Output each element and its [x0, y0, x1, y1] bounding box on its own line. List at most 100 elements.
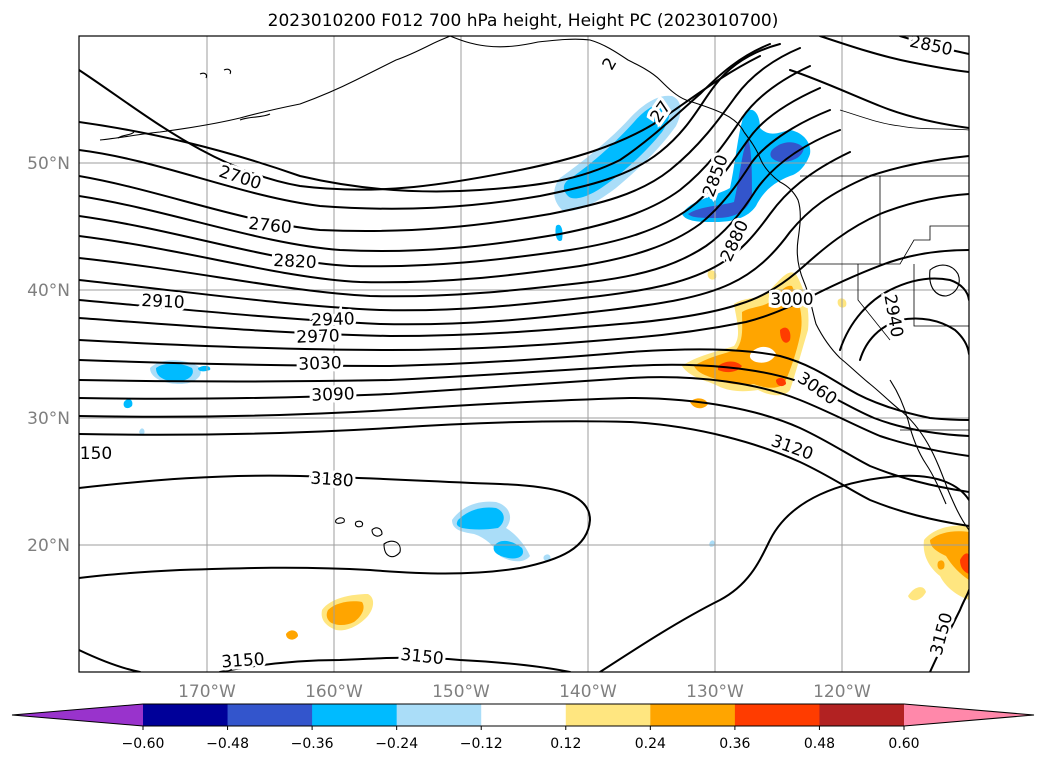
map-frame — [78, 35, 970, 673]
negative-anomaly-west-4 — [139, 428, 145, 435]
lat-tick-label: 20°N — [27, 536, 70, 556]
colorbar-segment — [396, 704, 482, 726]
west-coast-north-america — [743, 131, 969, 531]
negative-anomaly-pnw-core — [688, 138, 752, 218]
lon-tick-label: 150°W — [432, 682, 490, 702]
negative-anomaly-west-3 — [123, 399, 133, 409]
contour-2790 — [79, 65, 811, 253]
positive-anomaly-california-hole — [749, 346, 776, 363]
negative-anomaly-gulf-alaska-core — [563, 103, 670, 199]
gulf-of-alaska-coast — [449, 36, 745, 133]
contour-3000 — [79, 249, 969, 351]
contour-label: 3180 — [310, 469, 355, 492]
latitude-tick-labels: 50°N 40°N 30°N 20°N — [27, 154, 70, 556]
colorbar: −0.60 −0.48 −0.36 −0.24 −0.12 0.12 0.24 0.36 0.4… — [11, 703, 1035, 752]
lon-tick-label: 120°W — [813, 682, 871, 702]
contour-label: 2970 — [296, 326, 340, 347]
lat-tick-label: 40°N — [27, 281, 70, 301]
aleutian-segment — [239, 113, 271, 121]
colorbar-tick-label: 0.12 — [550, 736, 581, 752]
coastlines — [99, 36, 969, 558]
contour-labels: 2700276028202910294029703030309015031803… — [79, 36, 960, 673]
aleutian-segment-2 — [117, 131, 135, 139]
state-border-4 — [857, 264, 891, 341]
negative-anomaly-pnw-core-2 — [770, 142, 804, 162]
maui — [371, 527, 383, 537]
contour-2910-ne — [789, 69, 969, 129]
contour-label: 3150 — [221, 650, 266, 673]
contour-3180 — [79, 474, 591, 579]
big-island — [383, 540, 401, 558]
colorbar-segment — [143, 704, 229, 726]
lat-tick-label: 50°N — [27, 154, 70, 174]
contour-3030 — [79, 348, 969, 421]
positive-anomaly-south-core — [326, 601, 364, 625]
lon-tick-label: 130°W — [686, 682, 744, 702]
positive-anomaly-california-core — [694, 285, 802, 388]
colorbar-tick-label: −0.36 — [291, 736, 334, 752]
canada-province-border — [839, 109, 969, 131]
contour-label: 3030 — [298, 353, 342, 374]
alaska-island — [199, 72, 208, 79]
contour-2760a — [79, 43, 781, 210]
contour-label: 2940 — [311, 309, 355, 330]
negative-anomaly-west-core — [156, 363, 193, 382]
positive-anomaly-mexico-core — [930, 531, 969, 580]
height-contours — [79, 36, 969, 672]
contour-2820 — [79, 87, 821, 268]
lon-tick-label: 170°W — [178, 682, 236, 702]
oahu — [354, 520, 364, 528]
kauai — [335, 517, 345, 524]
positive-anomaly-mexico-peak — [960, 553, 969, 574]
contour-label: 3000 — [770, 290, 813, 310]
colorbar-segment — [312, 704, 398, 726]
contour-3150 — [79, 420, 969, 527]
negative-anomaly-hawaii-core — [456, 507, 504, 530]
positive-anomaly-california-peak-3 — [776, 377, 786, 387]
colorbar-segment — [819, 704, 905, 726]
contour-label: 3090 — [311, 384, 355, 405]
negative-anomaly-small-2 — [543, 554, 551, 561]
contour-3060 — [79, 363, 969, 437]
colorbar-tick-label: −0.48 — [206, 736, 249, 752]
lon-tick-label: 160°W — [305, 682, 363, 702]
map-area: 2700276028202910294029703030309015031803… — [79, 36, 969, 673]
colorbar-segment — [481, 704, 567, 726]
positive-anomaly-mexico-2 — [908, 587, 926, 601]
map-title: 2023010200 F012 700 hPa height, Height P… — [268, 11, 779, 31]
longitude-tick-labels: 170°W 160°W 150°W 140°W 130°W 120°W — [178, 682, 871, 702]
contour-2730 — [79, 43, 771, 193]
contour-label: 2820 — [273, 251, 317, 273]
lon-tick-label: 140°W — [559, 682, 617, 702]
contour-2910 — [79, 151, 851, 312]
baja-coast — [889, 379, 947, 505]
borders — [800, 109, 969, 431]
colorbar-segment — [650, 704, 736, 726]
great-salt-lake — [929, 264, 960, 297]
contour-2880 — [79, 129, 841, 298]
contour-2940-east — [839, 277, 969, 351]
colorbar-tick-label: −0.60 — [122, 736, 165, 752]
contour-2700 — [79, 55, 761, 191]
contour-2850 — [79, 109, 831, 284]
colorbar-tick-label: −0.12 — [460, 736, 503, 752]
contour-3090 — [79, 376, 969, 457]
colorbar-segment — [227, 704, 313, 726]
colorbar-segment — [565, 704, 651, 726]
colorbar-tick-label: 0.24 — [635, 736, 666, 752]
contour-2970 — [79, 193, 969, 337]
positive-anomaly-california-peak-2 — [780, 327, 791, 343]
colorbar-tick-label: 0.36 — [719, 736, 750, 752]
state-border-3 — [913, 264, 969, 327]
contour-2940 — [79, 155, 969, 326]
colorbar-extend-low — [12, 704, 143, 726]
negative-anomaly-small — [555, 224, 563, 242]
contour-2970-east — [859, 317, 969, 361]
positive-anomaly-mexico-3 — [937, 560, 945, 570]
colorbar-segment — [734, 704, 820, 726]
contour-3120 — [79, 397, 969, 493]
positive-anomaly-small-4 — [286, 630, 298, 640]
contour-2760 — [79, 47, 801, 233]
contour-2850-ne — [899, 36, 969, 55]
